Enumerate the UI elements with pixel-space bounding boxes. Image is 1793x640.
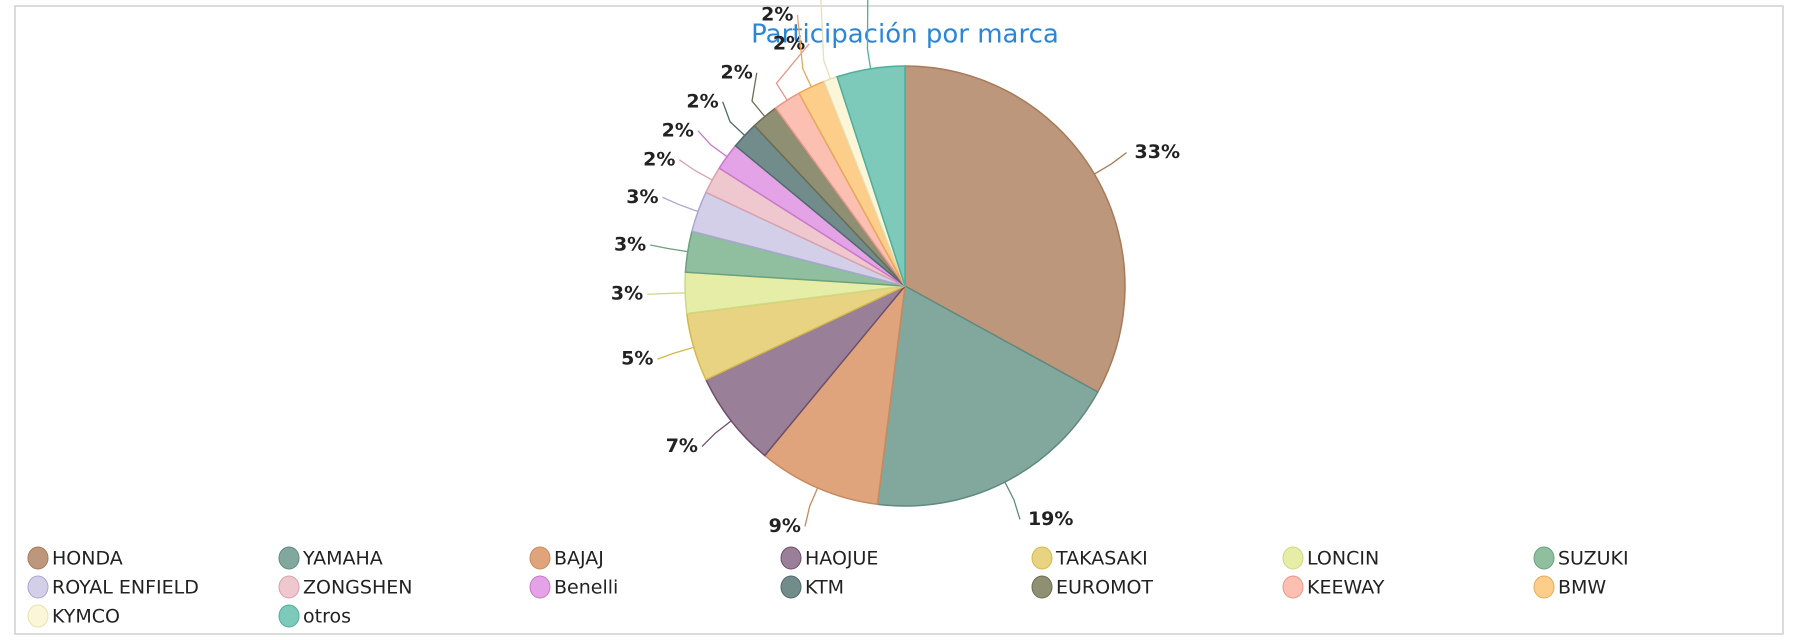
data-label: 3% bbox=[626, 186, 658, 208]
legend-marker bbox=[278, 575, 300, 599]
legend-label: ROYAL ENFIELD bbox=[52, 577, 199, 599]
legend-label: KTM bbox=[805, 577, 844, 599]
leader-line bbox=[751, 72, 766, 117]
legend-marker bbox=[780, 546, 802, 570]
legend-label: otros bbox=[303, 606, 351, 628]
leader-line bbox=[647, 292, 686, 295]
legend-marker bbox=[780, 575, 802, 599]
leader-line bbox=[1094, 152, 1127, 175]
legend-marker bbox=[1282, 575, 1304, 599]
leader-line bbox=[866, 0, 872, 69]
legend-label: Benelli bbox=[554, 577, 618, 599]
pie-slice bbox=[763, 283, 907, 506]
leader-line bbox=[662, 196, 699, 213]
legend-marker bbox=[1031, 546, 1053, 570]
data-label: 33% bbox=[1135, 141, 1180, 163]
legend-label: KEEWAY bbox=[1307, 577, 1385, 599]
legend-label: HAOJUE bbox=[805, 548, 878, 570]
legend-marker bbox=[1282, 546, 1304, 570]
leader-line bbox=[796, 14, 812, 88]
legend-label: EUROMOT bbox=[1056, 577, 1153, 599]
legend-marker bbox=[1533, 546, 1555, 570]
data-label: 2% bbox=[643, 148, 675, 170]
leader-line bbox=[650, 244, 688, 253]
data-label: 9% bbox=[769, 515, 801, 537]
data-label: 19% bbox=[1028, 508, 1073, 530]
leader-line bbox=[804, 487, 819, 527]
data-label: 5% bbox=[621, 348, 653, 370]
legend-marker bbox=[27, 575, 49, 599]
legend-marker bbox=[529, 575, 551, 599]
leader-line bbox=[701, 420, 732, 448]
legend-marker bbox=[278, 604, 300, 628]
leader-line bbox=[775, 43, 810, 101]
leader-line bbox=[657, 346, 694, 360]
data-label: 2% bbox=[662, 119, 694, 141]
data-label: 2% bbox=[686, 90, 718, 112]
legend-marker bbox=[278, 546, 300, 570]
data-label: 2% bbox=[720, 61, 752, 83]
legend-label: ZONGSHEN bbox=[303, 577, 412, 599]
pie-slice bbox=[904, 65, 1126, 394]
data-label: 7% bbox=[666, 435, 698, 457]
leader-line bbox=[697, 130, 728, 158]
leader-line bbox=[679, 159, 713, 181]
legend-marker bbox=[1533, 575, 1555, 599]
legend-marker bbox=[529, 546, 551, 570]
chart-title: Participación por marca bbox=[751, 20, 1059, 50]
leader-line bbox=[820, 0, 832, 80]
legend-marker bbox=[1031, 575, 1053, 599]
data-label: 2% bbox=[761, 3, 793, 25]
legend-marker bbox=[27, 546, 49, 570]
legend-label: KYMCO bbox=[52, 606, 120, 628]
legend-label: LONCIN bbox=[1307, 548, 1379, 570]
leader-line bbox=[722, 101, 746, 136]
legend-label: BAJAJ bbox=[554, 548, 604, 570]
legend-label: HONDA bbox=[52, 548, 123, 570]
legend-label: SUZUKI bbox=[1558, 548, 1629, 570]
leader-line bbox=[1004, 481, 1021, 520]
data-label: 3% bbox=[614, 234, 646, 256]
legend-marker bbox=[27, 604, 49, 628]
data-label: 2% bbox=[773, 32, 805, 54]
data-label: 3% bbox=[611, 283, 643, 305]
legend-label: BMW bbox=[1558, 577, 1606, 599]
legend-label: YAMAHA bbox=[302, 548, 383, 570]
legend-label: TAKASAKI bbox=[1055, 548, 1148, 570]
